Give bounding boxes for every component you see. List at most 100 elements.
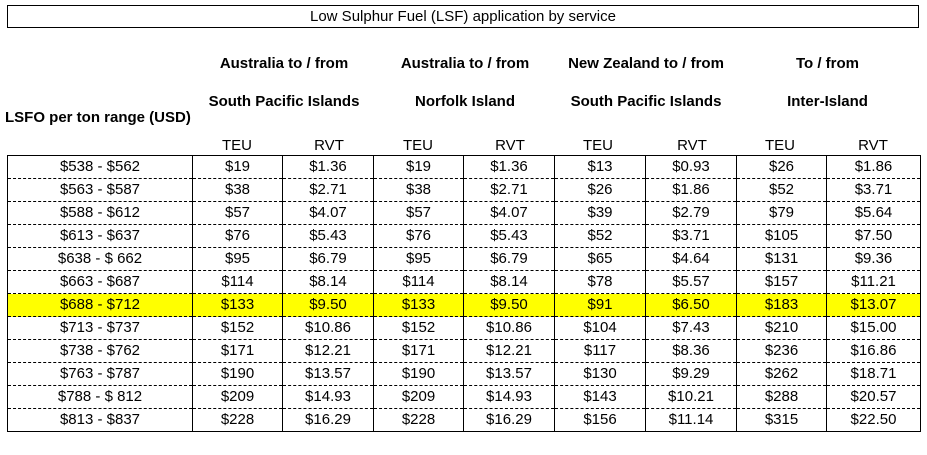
price-range-cell: $738 - $762 [7,339,193,363]
rvt-cell: $1.36 [463,155,555,179]
unit-header: TEU [222,137,252,154]
price-range-cell: $588 - $612 [7,201,193,225]
group-3-line2: South Pacific Islands [570,93,722,110]
table-row: $588 - $612 $57 $4.07 $57 $4.07 $39 $2.79 $79 $5… [7,201,921,225]
price-range-cell: $713 - $737 [7,316,193,340]
table-row: $538 - $562 $19 $1.36 $19 $1.36 $13 $0.93 $26 $1… [7,155,921,179]
unit-header: RVT [314,137,344,154]
group-4-line2: Inter-Island [787,93,868,110]
rvt-cell: $7.43 [645,316,737,340]
teu-cell: $143 [554,385,646,409]
rvt-cell: $8.14 [282,270,374,294]
price-range-cell: $563 - $587 [7,178,193,202]
rvt-cell: $3.71 [645,224,737,248]
teu-cell: $114 [192,270,283,294]
rvt-cell: $5.43 [463,224,555,248]
rvt-cell: $1.36 [282,155,374,179]
unit-header: RVT [677,137,707,154]
teu-cell: $19 [192,155,283,179]
rvt-cell: $11.21 [826,270,921,294]
rvt-cell: $2.79 [645,201,737,225]
rvt-cell: $9.29 [645,362,737,386]
teu-cell: $236 [736,339,827,363]
price-range-cell: $613 - $637 [7,224,193,248]
table-row: $663 - $687 $114 $8.14 $114 $8.14 $78 $5.57 $15… [7,270,921,294]
teu-cell: $19 [373,155,464,179]
teu-cell: $130 [554,362,646,386]
rvt-cell: $14.93 [463,385,555,409]
rvt-cell: $13.57 [463,362,555,386]
rvt-cell: $12.21 [282,339,374,363]
table-row: $763 - $787 $190 $13.57 $190 $13.57 $130 $9.29… [7,362,921,386]
teu-cell: $133 [192,293,283,317]
group-1-line2: South Pacific Islands [208,93,360,110]
unit-header: RVT [495,137,525,154]
teu-cell: $210 [736,316,827,340]
rvt-cell: $18.71 [826,362,921,386]
unit-header: TEU [403,137,433,154]
fuel-table: $538 - $562 $19 $1.36 $19 $1.36 $13 $0.93 $26 $1… [7,155,921,432]
rvt-cell: $6.79 [463,247,555,271]
teu-cell: $117 [554,339,646,363]
teu-cell: $152 [192,316,283,340]
rvt-cell: $16.29 [463,408,555,432]
rvt-cell: $22.50 [826,408,921,432]
table-row: $738 - $762 $171 $12.21 $171 $12.21 $117 $8.36… [7,339,921,363]
rvt-cell: $12.21 [463,339,555,363]
teu-cell: $52 [736,178,827,202]
table-row: $713 - $737 $152 $10.86 $152 $10.86 $104 $7.43… [7,316,921,340]
teu-cell: $65 [554,247,646,271]
price-range-cell: $538 - $562 [7,155,193,179]
rvt-cell: $16.29 [282,408,374,432]
rvt-cell: $1.86 [826,155,921,179]
table-row: $563 - $587 $38 $2.71 $38 $2.71 $26 $1.86 $52 $3… [7,178,921,202]
group-2-line1: Australia to / from [400,55,530,72]
price-range-cell: $763 - $787 [7,362,193,386]
price-range-cell: $638 - $ 662 [7,247,193,271]
teu-cell: $26 [554,178,646,202]
teu-cell: $104 [554,316,646,340]
price-range-cell: $813 - $837 [7,408,193,432]
teu-cell: $152 [373,316,464,340]
group-1-line1: Australia to / from [219,55,349,72]
rvt-cell: $5.64 [826,201,921,225]
rvt-cell: $4.64 [645,247,737,271]
rvt-cell: $6.79 [282,247,374,271]
rvt-cell: $10.21 [645,385,737,409]
rvt-cell: $13.07 [826,293,921,317]
teu-cell: $209 [192,385,283,409]
rvt-cell: $9.50 [463,293,555,317]
rvt-cell: $9.36 [826,247,921,271]
rvt-cell: $11.14 [645,408,737,432]
teu-cell: $190 [373,362,464,386]
unit-header: RVT [858,137,888,154]
table-row: $613 - $637 $76 $5.43 $76 $5.43 $52 $3.71 $105 $… [7,224,921,248]
price-range-cell: $663 - $687 [7,270,193,294]
group-2-line2: Norfolk Island [414,93,515,110]
rvt-cell: $9.50 [282,293,374,317]
table-row: $688 - $712 $133 $9.50 $133 $9.50 $91 $6.50 $18… [7,293,921,317]
teu-cell: $157 [736,270,827,294]
rvt-cell: $0.93 [645,155,737,179]
teu-cell: $156 [554,408,646,432]
rvt-cell: $5.57 [645,270,737,294]
table-title: Low Sulphur Fuel (LSF) application by se… [7,5,919,28]
rvt-cell: $13.57 [282,362,374,386]
teu-cell: $190 [192,362,283,386]
teu-cell: $76 [192,224,283,248]
teu-cell: $91 [554,293,646,317]
group-4-line1: To / from [795,55,860,72]
teu-cell: $78 [554,270,646,294]
teu-cell: $171 [373,339,464,363]
table-row: $638 - $ 662 $95 $6.79 $95 $6.79 $65 $4.64 $131… [7,247,921,271]
rvt-cell: $4.07 [463,201,555,225]
rvt-cell: $8.36 [645,339,737,363]
teu-cell: $105 [736,224,827,248]
teu-cell: $95 [373,247,464,271]
teu-cell: $262 [736,362,827,386]
teu-cell: $76 [373,224,464,248]
teu-cell: $209 [373,385,464,409]
rvt-cell: $1.86 [645,178,737,202]
price-range-cell: $788 - $ 812 [7,385,193,409]
teu-cell: $171 [192,339,283,363]
